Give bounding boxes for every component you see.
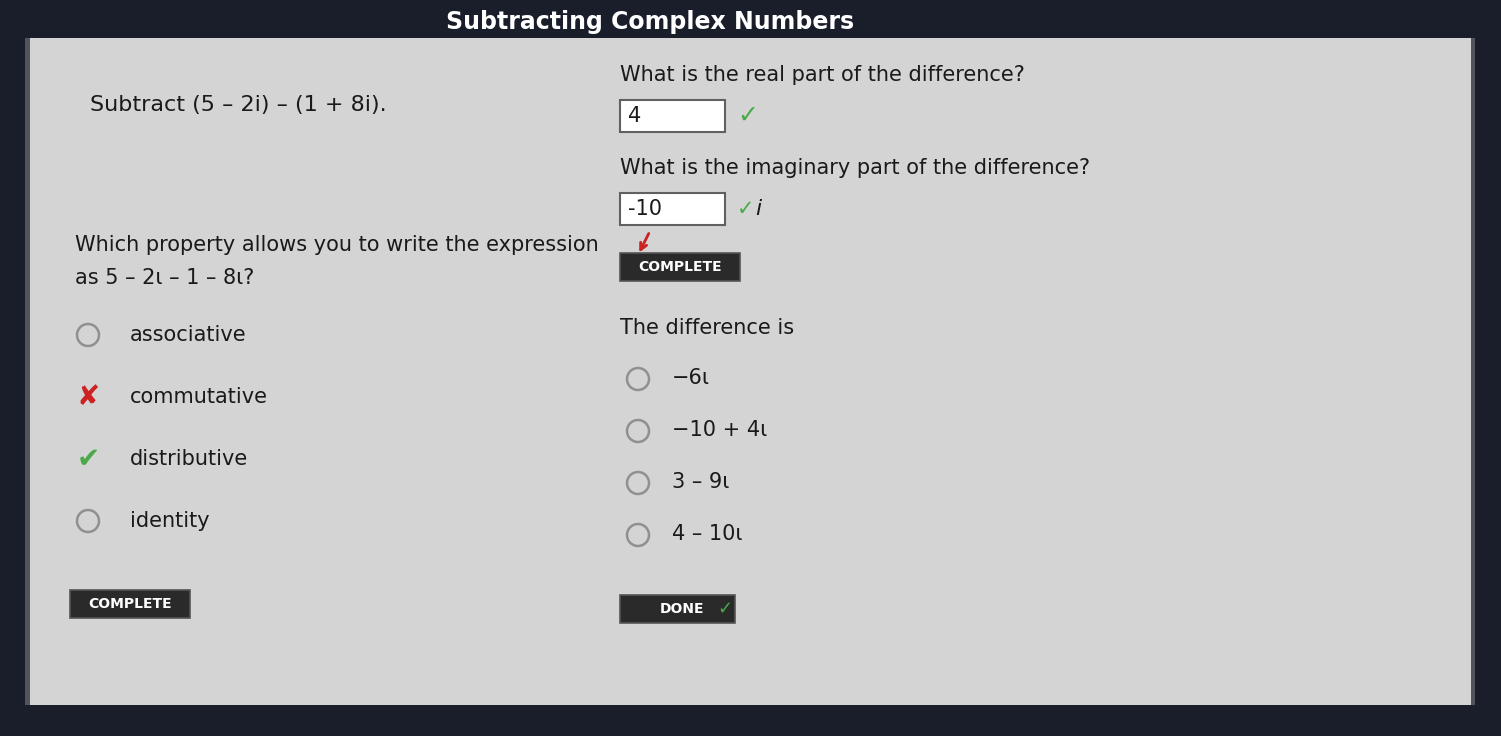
Text: What is the real part of the difference?: What is the real part of the difference?: [620, 65, 1025, 85]
Text: 4: 4: [627, 106, 641, 126]
Text: Subtracting Complex Numbers: Subtracting Complex Numbers: [446, 10, 854, 34]
Text: -10: -10: [627, 199, 662, 219]
FancyBboxPatch shape: [620, 193, 725, 225]
FancyBboxPatch shape: [0, 705, 1501, 736]
Text: COMPLETE: COMPLETE: [89, 597, 171, 611]
Text: ✔: ✔: [77, 445, 99, 473]
Text: −6ι: −6ι: [672, 368, 710, 388]
Text: 3 – 9ι: 3 – 9ι: [672, 472, 729, 492]
Text: ✓: ✓: [737, 104, 758, 128]
FancyBboxPatch shape: [620, 253, 740, 281]
Text: associative: associative: [131, 325, 246, 345]
Text: commutative: commutative: [131, 387, 269, 407]
Text: identity: identity: [131, 511, 210, 531]
FancyBboxPatch shape: [1471, 35, 1501, 705]
FancyBboxPatch shape: [0, 35, 30, 705]
Text: ✓: ✓: [737, 199, 755, 219]
Text: Which property allows you to write the expression: Which property allows you to write the e…: [75, 235, 599, 255]
Text: as 5 – 2ι – 1 – 8ι?: as 5 – 2ι – 1 – 8ι?: [75, 268, 254, 288]
Text: ✓: ✓: [717, 600, 732, 618]
Text: What is the imaginary part of the difference?: What is the imaginary part of the differ…: [620, 158, 1090, 178]
Text: The difference is: The difference is: [620, 318, 794, 338]
Text: ✘: ✘: [77, 383, 99, 411]
Text: 4 – 10ι: 4 – 10ι: [672, 524, 743, 544]
Text: Subtract (5 – 2i) – (1 + 8i).: Subtract (5 – 2i) – (1 + 8i).: [90, 95, 387, 115]
FancyBboxPatch shape: [620, 100, 725, 132]
FancyBboxPatch shape: [0, 0, 1501, 38]
FancyBboxPatch shape: [620, 595, 735, 623]
Text: distributive: distributive: [131, 449, 248, 469]
Text: DONE: DONE: [660, 602, 704, 616]
Text: i: i: [755, 199, 761, 219]
FancyBboxPatch shape: [71, 590, 191, 618]
FancyBboxPatch shape: [26, 35, 1475, 705]
Text: −10 + 4ι: −10 + 4ι: [672, 420, 767, 440]
Text: COMPLETE: COMPLETE: [638, 260, 722, 274]
